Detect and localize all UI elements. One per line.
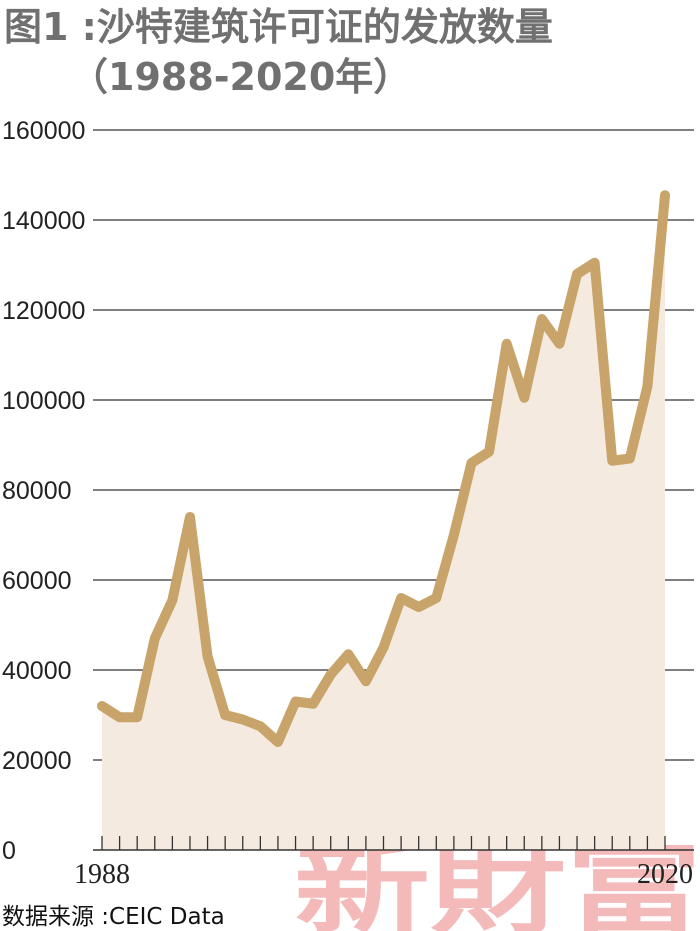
y-tick-label: 40000 bbox=[2, 657, 72, 685]
series-line bbox=[97, 190, 670, 747]
y-tick-label: 20000 bbox=[2, 747, 72, 775]
y-tick-label: 100000 bbox=[2, 387, 85, 415]
y-tick-label: 160000 bbox=[2, 117, 85, 145]
y-tick-label: 140000 bbox=[2, 207, 85, 235]
chart-title-line1: 图1 :沙特建筑许可证的发放数量 bbox=[4, 5, 553, 49]
chart-title-line2: （1988-2020年） bbox=[70, 55, 412, 99]
y-axis-tick-labels: 0 20000 40000 60000 80000 100000 120000 140000 1… bbox=[2, 117, 85, 865]
x-axis: 1988 2020 bbox=[74, 836, 694, 890]
y-tick-label: 0 bbox=[2, 837, 16, 865]
y-tick-label: 80000 bbox=[2, 477, 72, 505]
y-tick-label: 120000 bbox=[2, 297, 85, 325]
x-tick-label: 2020 bbox=[637, 859, 693, 890]
y-tick-label: 60000 bbox=[2, 567, 72, 595]
area-fill bbox=[102, 195, 665, 850]
x-tick-label: 1988 bbox=[74, 859, 130, 890]
source-note: 数据来源 :CEIC Data bbox=[2, 904, 225, 930]
chart-title: 图1 :沙特建筑许可证的发放数量 （1988-2020年） bbox=[4, 2, 700, 102]
